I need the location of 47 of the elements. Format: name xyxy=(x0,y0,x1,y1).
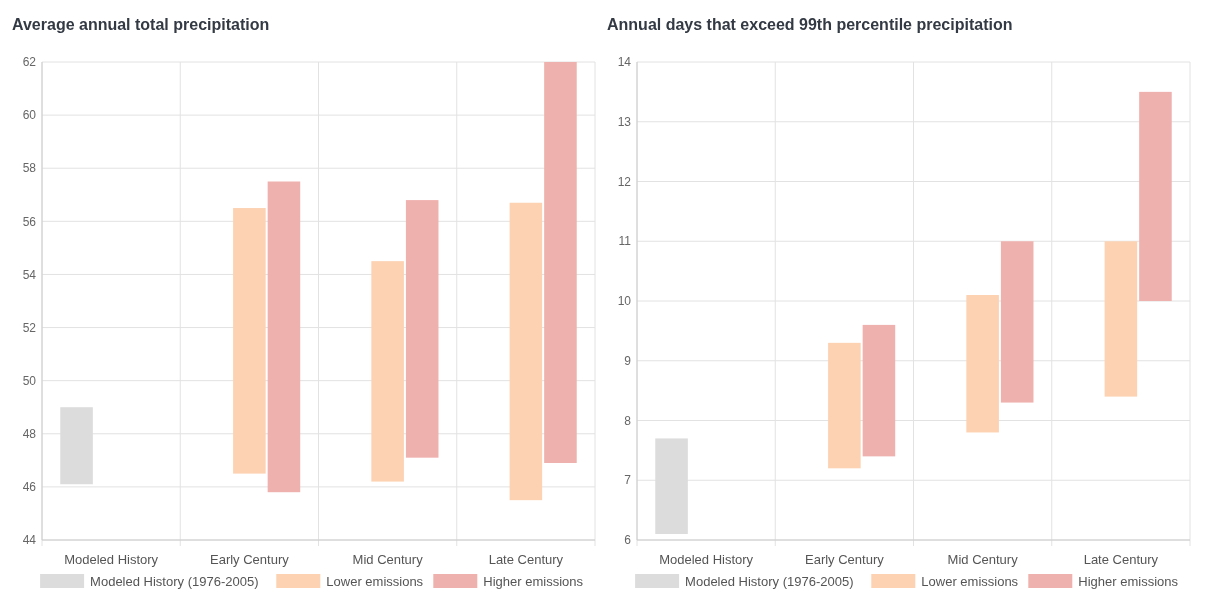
x-tick-label: Late Century xyxy=(1083,552,1159,567)
bar xyxy=(966,295,999,433)
legend-label: Higher emissions xyxy=(483,574,584,589)
y-tick-label: 11 xyxy=(618,234,632,249)
y-tick-label: 60 xyxy=(22,108,37,123)
x-tick-label: Mid Century xyxy=(352,552,424,567)
bar xyxy=(544,62,577,463)
x-tick-label: Early Century xyxy=(805,552,885,567)
y-tick-label: 62 xyxy=(22,55,37,70)
x-tick-label: Late Century xyxy=(488,552,564,567)
y-tick-label: 56 xyxy=(22,214,37,229)
x-tick-label: Early Century xyxy=(210,552,290,567)
x-tick-label: Modeled History xyxy=(64,552,159,567)
bar xyxy=(1000,241,1034,403)
y-tick-label: 12 xyxy=(617,174,632,189)
legend-label: Higher emissions xyxy=(1078,574,1179,589)
legend-label: Lower emissions xyxy=(326,574,424,589)
legend-label: Lower emissions xyxy=(921,574,1019,589)
chart-title: Annual days that exceed 99th percentile precipitation xyxy=(607,16,1013,33)
y-tick-label: 8 xyxy=(624,413,632,428)
y-tick-label: 44 xyxy=(22,533,37,548)
y-tick-label: 9 xyxy=(624,353,632,368)
bar xyxy=(828,342,861,469)
chart-title: Average annual total precipitation xyxy=(12,16,270,33)
bar xyxy=(509,202,543,501)
y-tick-label: 6 xyxy=(624,533,632,548)
y-tick-label: 13 xyxy=(617,114,632,129)
bar xyxy=(1139,91,1172,301)
bar xyxy=(1104,241,1138,397)
y-tick-label: 52 xyxy=(22,320,37,335)
legend-label: Modeled History (1976-2005) xyxy=(685,574,854,589)
y-tick-label: 58 xyxy=(22,161,37,176)
bar xyxy=(267,181,301,493)
y-tick-label: 48 xyxy=(22,426,37,441)
legend-label: Modeled History (1976-2005) xyxy=(90,574,259,589)
bar xyxy=(862,324,896,457)
bar xyxy=(405,200,439,458)
y-tick-label: 46 xyxy=(22,480,37,495)
x-tick-label: Mid Century xyxy=(947,552,1019,567)
y-tick-label: 14 xyxy=(617,55,632,70)
y-tick-label: 54 xyxy=(22,267,37,282)
y-tick-label: 7 xyxy=(624,473,632,488)
x-tick-label: Modeled History xyxy=(659,552,754,567)
y-tick-label: 50 xyxy=(22,373,37,388)
y-tick-label: 10 xyxy=(617,294,632,309)
bar xyxy=(233,208,266,474)
bar xyxy=(371,261,404,482)
